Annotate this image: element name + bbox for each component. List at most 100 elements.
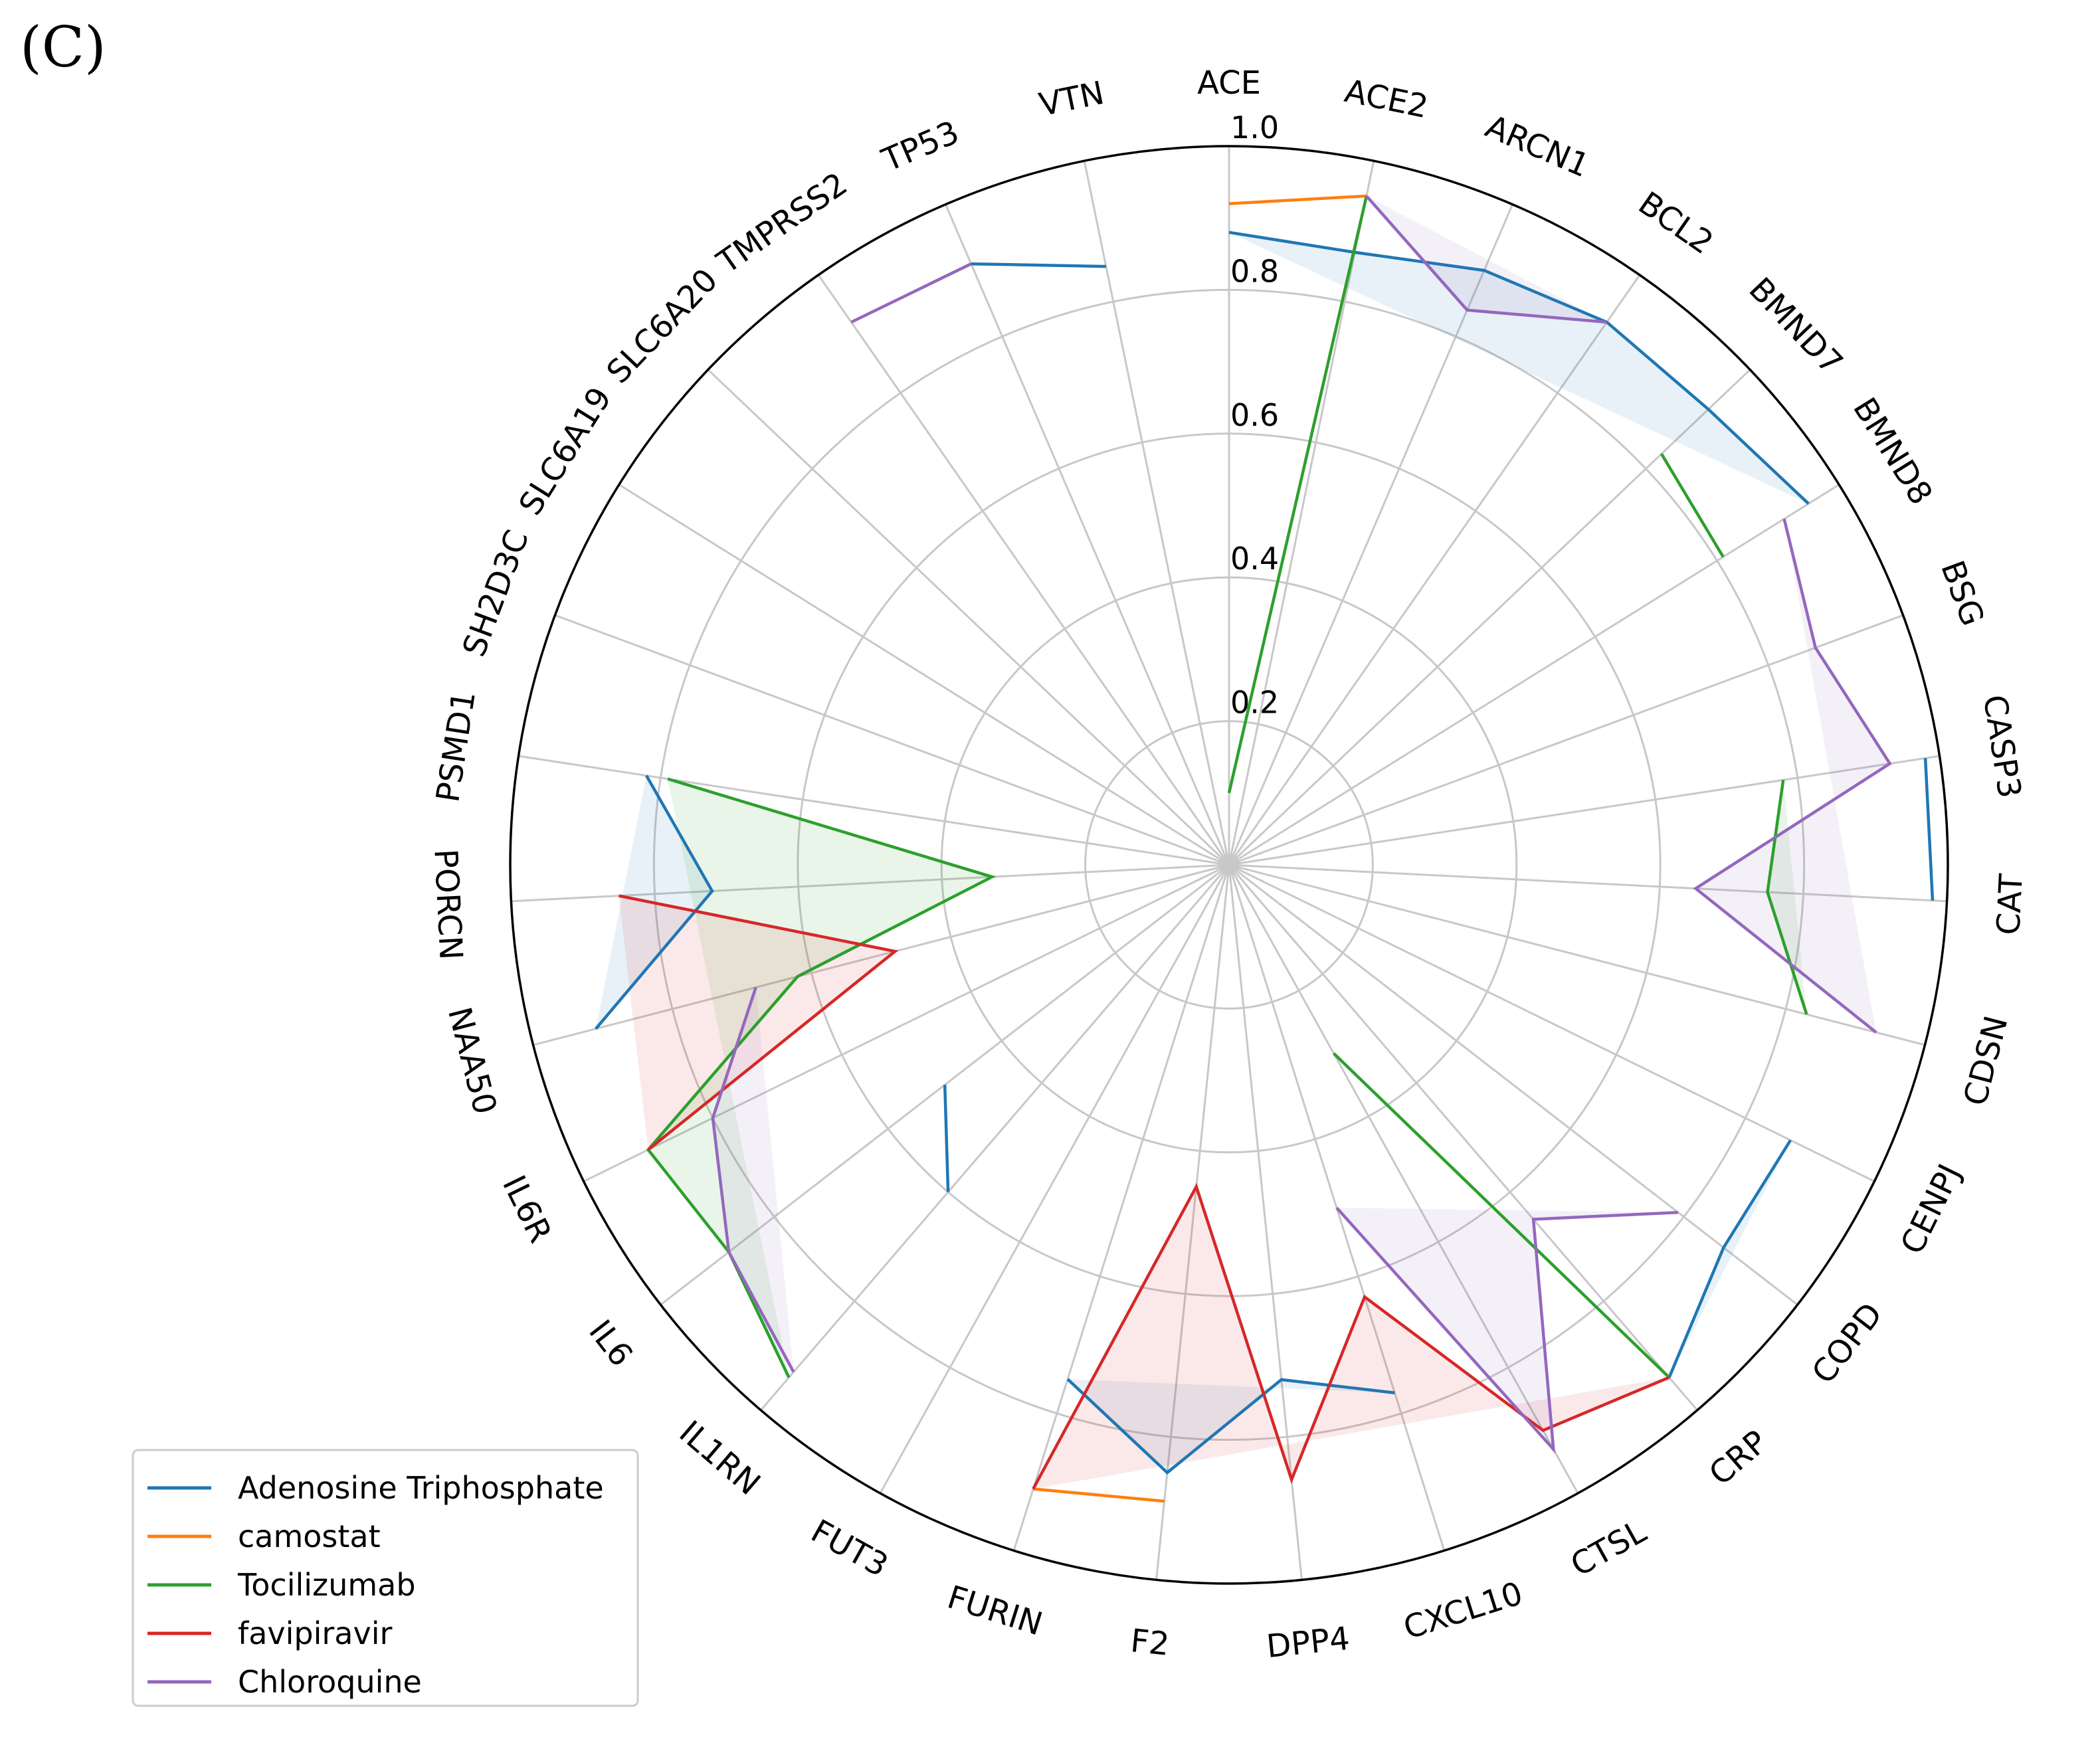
adenosine-triphosphate-line-6 (971, 262, 1106, 268)
chloroquine-fill-2 (1337, 1208, 1678, 1449)
category-label-cat: CAT (1990, 873, 2030, 936)
favipiravir-line-1 (1032, 1182, 1670, 1490)
legend-label-camostat: camostat (238, 1518, 381, 1554)
category-label-psmd1: PSMD1 (429, 688, 483, 804)
tocilizumab-line-0 (1227, 195, 1369, 794)
legend: Adenosine Triphosphate camostat Tocilizuma… (132, 1449, 639, 1707)
radial-tick-label-2: 0.6 (1230, 397, 1279, 433)
category-label-cenpj: CENPJ (1893, 1158, 1968, 1260)
category-label-bcl2: BCL2 (1632, 185, 1720, 262)
adenosine-triphosphate-line-2 (1668, 1139, 1792, 1378)
chloroquine-line-1 (1693, 518, 1892, 1034)
chloroquine-fill-0 (1366, 196, 1607, 322)
category-label-cdsn: CDSN (1957, 1012, 2016, 1110)
camostat-line-1 (1032, 1487, 1165, 1503)
radial-tick-label-0: 0.2 (1230, 685, 1279, 721)
spoke-bmnd7 (1228, 369, 1751, 866)
spoke-bsg (1228, 614, 1904, 866)
adenosine-triphosphate-line-0 (1228, 230, 1810, 505)
favipiravir-line-2 (619, 894, 899, 1151)
category-label-tp53: TP53 (876, 114, 965, 179)
category-label-crp: CRP (1702, 1423, 1774, 1493)
tocilizumab-line-2 (1766, 779, 1808, 1015)
spoke-naa50 (533, 864, 1230, 1046)
adenosine-triphosphate-fill-0 (1229, 232, 1809, 504)
outer-ring (509, 145, 1949, 1585)
chloroquine-line-3 (711, 986, 795, 1373)
tocilizumab-line-1 (1660, 453, 1725, 558)
spoke-porcn (511, 864, 1230, 903)
category-label-slc6a19: SLC6A19 (512, 381, 619, 521)
chloroquine-line-4 (850, 262, 972, 324)
category-label-naa50: NAA50 (440, 1004, 504, 1119)
category-label-bmnd8: BMND8 (1846, 391, 1940, 511)
spoke-cxcl10 (1228, 864, 1446, 1551)
category-label-bmnd7: BMND7 (1742, 270, 1850, 381)
legend-label-adenosine-triphosphate: Adenosine Triphosphate (238, 1470, 604, 1506)
category-label-fut3: FUT3 (805, 1512, 894, 1584)
tocilizumab-fill-2 (1767, 780, 1807, 1015)
category-label-cxcl10: CXCL10 (1399, 1575, 1527, 1647)
spoke-bmnd8 (1228, 484, 1840, 866)
radial-tick-labels: 0.2 0.4 0.6 0.8 1.0 (1230, 110, 1279, 721)
adenosine-triphosphate-fill-3 (1068, 1379, 1395, 1473)
chloroquine-fill-1 (1695, 519, 1890, 1033)
adenosine-triphosphate-line-1 (1923, 758, 1935, 901)
spoke-il1rn (760, 864, 1230, 1411)
spoke-cat (1228, 864, 1947, 903)
category-label-f2: F2 (1129, 1622, 1171, 1663)
category-label-vtn: VTN (1036, 74, 1107, 124)
radial-tick-label-1: 0.4 (1230, 541, 1279, 577)
spoke-cenpj (1228, 864, 1875, 1182)
spoke-copd (1228, 864, 1798, 1306)
spoke-ace2 (1228, 160, 1375, 866)
spoke-cdsn (1228, 864, 1925, 1046)
category-label-arcn1: ARCN1 (1480, 108, 1595, 185)
spoke-furin (1012, 864, 1230, 1551)
spoke-tp53 (944, 204, 1230, 866)
spoke-sh2d3c (554, 614, 1230, 866)
adenosine-triphosphate-line-5 (595, 775, 714, 1030)
category-label-ctsl: CTSL (1565, 1512, 1652, 1584)
category-label-il6: IL6 (581, 1313, 640, 1374)
spoke-tmprss2 (817, 274, 1230, 866)
spoke-casp3 (1228, 755, 1940, 866)
radial-tick-label-3: 0.8 (1230, 253, 1279, 289)
spoke-psmd1 (518, 755, 1230, 866)
spoke-crp (1228, 864, 1698, 1411)
favipiravir-fill-1 (1033, 1186, 1670, 1489)
spoke-slc6a19 (618, 484, 1230, 866)
legend-box (132, 1449, 639, 1707)
adenosine-triphosphate-fill-2 (1669, 1140, 1791, 1378)
spoke-dpp4 (1228, 864, 1303, 1580)
spoke-vtn (1083, 160, 1230, 866)
legend-label-tocilizumab: Tocilizumab (237, 1567, 416, 1603)
category-label-furin: FURIN (943, 1578, 1047, 1643)
spoke-ctsl (1228, 864, 1579, 1494)
spoke-f2 (1155, 864, 1230, 1580)
category-label-dpp4: DPP4 (1265, 1620, 1351, 1665)
chloroquine-line-0 (1365, 195, 1607, 324)
category-label-ace2: ACE2 (1341, 72, 1431, 126)
category-label-il1rn: IL1RN (672, 1414, 767, 1503)
category-label-bsg: BSG (1933, 556, 1991, 631)
adenosine-triphosphate-line-3 (1066, 1378, 1395, 1475)
spoke-arcn1 (1228, 204, 1514, 866)
chloroquine-line-2 (1335, 1206, 1679, 1454)
spoke-slc6a20 (707, 369, 1230, 866)
radial-tick-label-4: 1.0 (1230, 110, 1279, 145)
category-label-casp3: CASP3 (1976, 692, 2028, 800)
adenosine-triphosphate-line-4 (943, 1085, 950, 1192)
category-label-porcn: PORCN (427, 848, 469, 961)
legend-items: Adenosine Triphosphate camostat Tocilizuma… (147, 1470, 604, 1700)
spoke-fut3 (879, 864, 1230, 1494)
camostat-line-0 (1228, 194, 1367, 205)
tocilizumab-line-3 (1332, 1052, 1671, 1379)
category-label-ace: ACE (1197, 64, 1261, 102)
spoke-il6r (583, 864, 1230, 1182)
legend-label-chloroquine: Chloroquine (238, 1664, 422, 1700)
legend-label-favipiravir: favipiravir (238, 1615, 392, 1651)
category-label-il6r: IL6R (495, 1170, 559, 1249)
spoke-bcl2 (1228, 274, 1641, 866)
series-lines (595, 194, 1935, 1503)
